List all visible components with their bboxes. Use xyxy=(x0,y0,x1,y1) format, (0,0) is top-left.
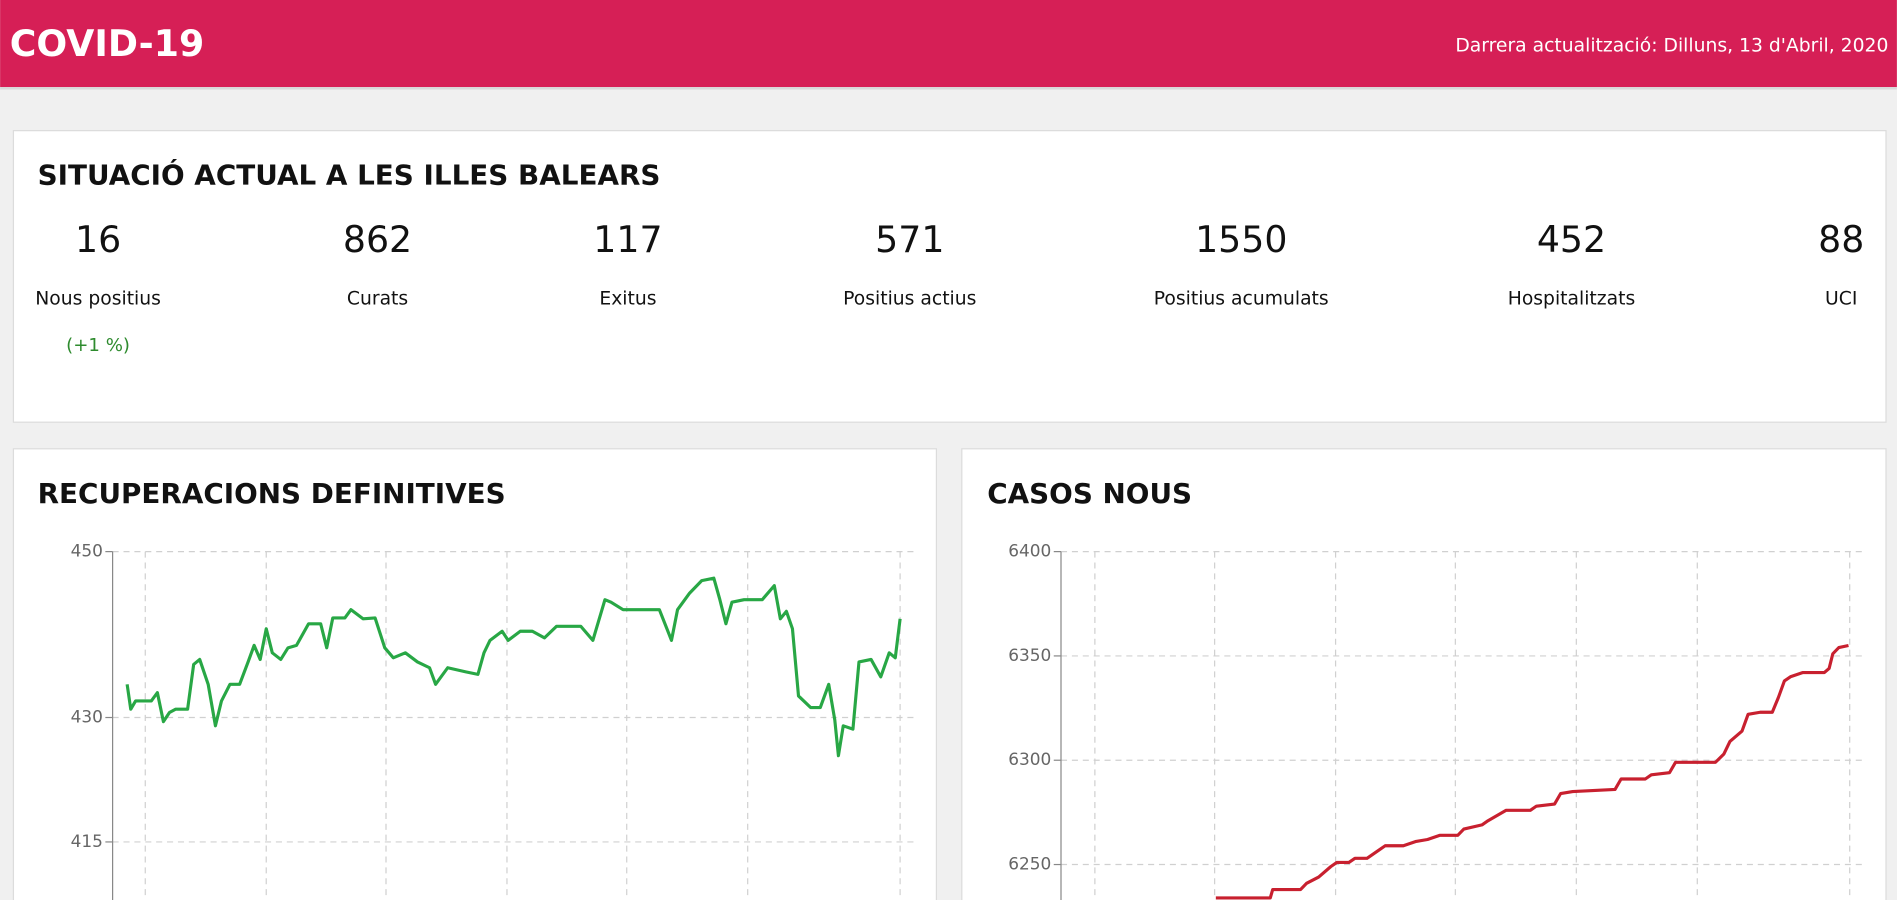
y-tick-label: 430 xyxy=(71,707,103,727)
y-tick-label: 6250 xyxy=(1008,854,1051,874)
stat-label: Positius acumulats xyxy=(1154,288,1329,309)
stat-label: Hospitalitzats xyxy=(1508,288,1636,309)
chart-title: CASOS NOUS xyxy=(987,477,1192,510)
chart-title: RECUPERACIONS DEFINITIVES xyxy=(38,477,506,510)
stat-label: Positius actius xyxy=(843,288,976,309)
y-tick-label: 6400 xyxy=(1008,541,1051,561)
stat-value: 571 xyxy=(875,218,944,261)
chart-card xyxy=(961,448,1887,900)
stat-value: 862 xyxy=(343,218,412,261)
summary-card xyxy=(12,130,1887,423)
stat-change: (+1 %) xyxy=(66,335,130,356)
stat-value: 88 xyxy=(1818,218,1864,261)
last-updated: Darrera actualització: Dilluns, 13 d'Abr… xyxy=(1455,35,1888,56)
y-tick-label: 6300 xyxy=(1008,749,1051,769)
stat-label: Nous positius xyxy=(35,288,161,309)
y-tick-label: 415 xyxy=(71,831,103,851)
stat-value: 452 xyxy=(1537,218,1606,261)
header-bar xyxy=(0,0,1897,88)
data-line xyxy=(1215,643,1849,900)
content: 16 Nous positius (+1 %) 862 Curats 117 Exitus 5… xyxy=(35,218,1864,900)
app-title: COVID-19 xyxy=(10,22,204,65)
stat-value: 1550 xyxy=(1195,218,1287,261)
data-line xyxy=(125,576,902,758)
header-shadow xyxy=(0,87,1897,90)
stat-value: 16 xyxy=(75,218,121,261)
stat-label: Curats xyxy=(347,288,408,309)
stat-label: UCI xyxy=(1825,288,1857,309)
stat-label: Exitus xyxy=(599,288,656,309)
y-tick-label: 6350 xyxy=(1008,645,1051,665)
y-tick-label: 450 xyxy=(71,541,103,561)
summary-title: SITUACIÓ ACTUAL A LES ILLES BALEARS xyxy=(38,158,661,192)
stat-value: 117 xyxy=(593,218,662,261)
